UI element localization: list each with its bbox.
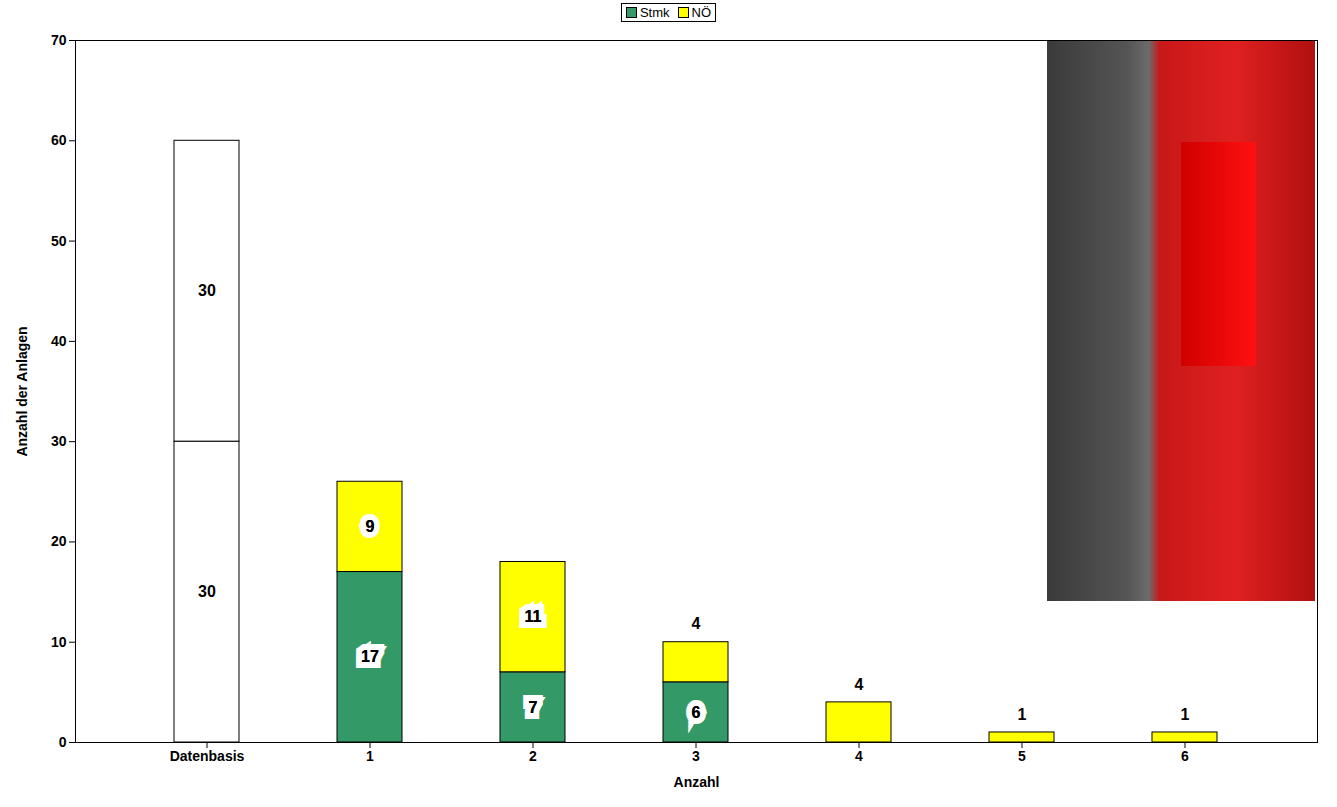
svg-text:6: 6 [692, 704, 701, 721]
svg-text:2: 2 [529, 748, 537, 764]
svg-text:Anzahl: Anzahl [674, 774, 720, 790]
svg-text:60: 60 [51, 132, 67, 148]
svg-text:0: 0 [59, 734, 67, 750]
svg-text:6: 6 [1181, 748, 1189, 764]
svg-text:5: 5 [1018, 748, 1026, 764]
svg-text:4: 4 [692, 615, 701, 632]
svg-text:9: 9 [366, 518, 375, 535]
svg-text:50: 50 [51, 233, 67, 249]
svg-text:30: 30 [198, 583, 216, 600]
svg-text:1: 1 [1018, 706, 1027, 723]
svg-text:Datenbasis: Datenbasis [170, 748, 245, 764]
svg-text:4: 4 [855, 676, 864, 693]
svg-text:1: 1 [1181, 706, 1190, 723]
svg-text:40: 40 [51, 333, 67, 349]
svg-text:3: 3 [692, 748, 700, 764]
svg-text:7: 7 [529, 699, 538, 716]
svg-text:30: 30 [198, 282, 216, 299]
html-text:NÖ: NÖ [691, 4, 712, 20]
svg-text:1: 1 [366, 748, 374, 764]
svg-text:70: 70 [51, 32, 67, 48]
svg-text:7: 7 [529, 699, 538, 716]
svg-text:11: 11 [525, 608, 542, 625]
svg-text:10: 10 [51, 634, 67, 650]
svg-text:17: 17 [361, 648, 379, 665]
html-text:Stmk: Stmk [639, 4, 670, 20]
svg-text:9: 9 [366, 518, 375, 535]
svg-text:30: 30 [51, 433, 67, 449]
svg-text:17: 17 [361, 648, 379, 665]
svg-text:4: 4 [855, 748, 863, 764]
svg-text:11: 11 [525, 608, 542, 625]
svg-text:Anzahl der Anlagen: Anzahl der Anlagen [14, 326, 30, 456]
svg-text:20: 20 [51, 533, 67, 549]
svg-text:6: 6 [692, 704, 701, 721]
